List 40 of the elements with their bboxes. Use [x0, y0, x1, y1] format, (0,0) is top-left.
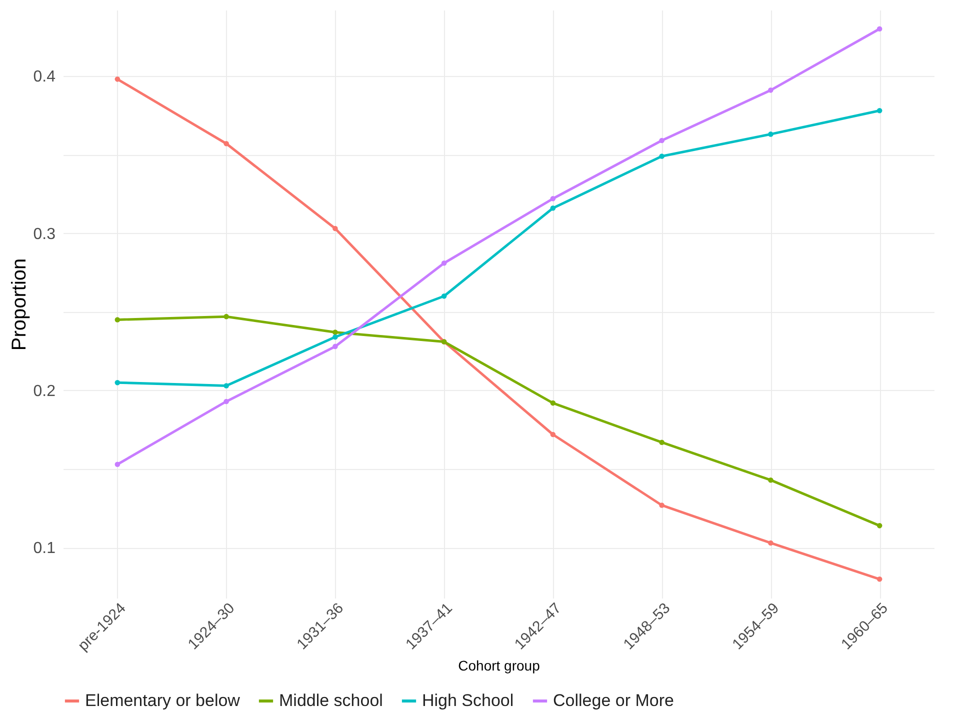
point	[114, 317, 120, 322]
point	[659, 154, 664, 159]
point	[224, 140, 229, 146]
point	[550, 432, 556, 438]
x-axis-title: Cohort group	[458, 658, 540, 674]
point	[441, 260, 447, 266]
point	[114, 76, 120, 82]
point	[441, 294, 447, 299]
point	[332, 334, 338, 340]
legend-label: College or More	[553, 691, 674, 710]
point	[659, 440, 664, 445]
point	[876, 576, 882, 582]
y-tick-label: 0.3	[33, 226, 56, 243]
point	[550, 205, 556, 211]
legend-label: Elementary or below	[85, 691, 241, 710]
point	[659, 502, 664, 508]
point	[332, 330, 338, 335]
point	[224, 398, 229, 404]
legend-label: High School	[422, 691, 514, 710]
point	[768, 132, 774, 137]
y-tick-label: 0.4	[33, 68, 56, 86]
point	[659, 138, 664, 144]
point	[224, 314, 229, 320]
point	[876, 108, 882, 114]
y-tick-label: 0.1	[33, 540, 56, 558]
point	[332, 226, 338, 232]
point	[224, 383, 229, 388]
legend-label: Middle school	[279, 691, 383, 710]
point	[114, 380, 120, 386]
point	[768, 477, 774, 483]
point	[550, 400, 556, 406]
y-tick-label: 0.2	[33, 382, 56, 400]
point	[876, 523, 882, 528]
point	[876, 26, 882, 32]
point	[768, 88, 774, 93]
point	[550, 196, 556, 202]
y-axis-title: Proportion	[8, 258, 30, 351]
point	[332, 344, 338, 350]
point	[768, 540, 774, 546]
point	[114, 462, 120, 468]
